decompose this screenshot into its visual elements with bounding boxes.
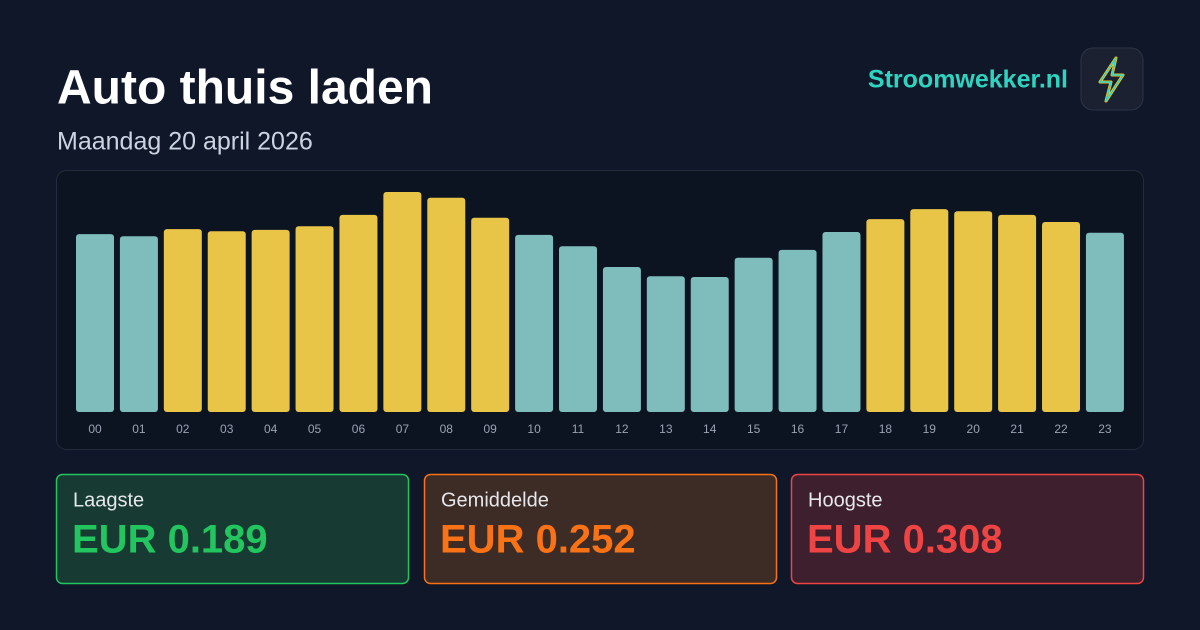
x-tick-label: 01 <box>132 422 146 436</box>
bar <box>251 229 290 412</box>
bar <box>515 234 554 412</box>
bar <box>998 214 1037 412</box>
brand-icon-box <box>1080 47 1144 111</box>
bar <box>690 277 729 412</box>
bar <box>866 219 905 412</box>
stat-card <box>790 473 1145 585</box>
x-tick-label: 05 <box>308 422 322 436</box>
x-tick-label: 21 <box>1010 422 1024 436</box>
subtitle: Maandag 20 april 2026 <box>57 128 313 156</box>
x-tick-label: 10 <box>527 422 541 436</box>
cards: Laagste EUR 0.189 Gemiddelde EUR 0.252 Hoogs… <box>55 473 1145 585</box>
bar <box>383 192 422 412</box>
stat-value: EUR 0.252 <box>440 518 636 562</box>
x-tick-label: 23 <box>1098 422 1112 436</box>
bars: 00 01 02 03 04 05 06 07 08 09 10 11 12 13 14 15 16 17 18 19… <box>76 192 1124 436</box>
stat-value: EUR 0.308 <box>807 518 1003 562</box>
x-tick-label: 06 <box>352 422 366 436</box>
brand[interactable]: Stroomwekker.nl <box>868 66 1068 94</box>
bar <box>295 226 334 412</box>
bar <box>734 257 773 412</box>
x-tick-label: 19 <box>923 422 937 436</box>
bolt-icon <box>1099 57 1124 102</box>
bar <box>207 231 246 412</box>
bar <box>1042 222 1081 412</box>
bar <box>646 276 685 412</box>
x-tick-label: 11 <box>572 422 585 436</box>
x-tick-label: 13 <box>659 422 673 436</box>
bar <box>559 246 598 412</box>
x-tick-label: 09 <box>484 422 498 436</box>
bar <box>822 232 861 412</box>
stat-label: Gemiddelde <box>441 489 549 511</box>
bar <box>76 234 114 412</box>
x-tick-label: 07 <box>396 422 410 436</box>
bar <box>339 214 378 412</box>
stat-value: EUR 0.189 <box>72 518 268 562</box>
x-tick-label: 15 <box>747 422 761 436</box>
x-tick-label: 16 <box>791 422 805 436</box>
x-tick-label: 08 <box>440 422 454 436</box>
stat-label: Laagste <box>73 489 144 511</box>
x-tick-label: 18 <box>879 422 893 436</box>
x-tick-label: 12 <box>615 422 629 436</box>
bar <box>954 211 993 412</box>
x-tick-label: 03 <box>220 422 234 436</box>
stat-card <box>423 473 778 585</box>
bar <box>910 209 949 412</box>
x-tick-label: 17 <box>835 422 849 436</box>
x-tick-label: 00 <box>88 422 102 436</box>
x-tick-label: 20 <box>967 422 981 436</box>
x-tick-label: 14 <box>703 422 717 436</box>
stat-card <box>55 473 410 585</box>
bar <box>427 197 466 412</box>
stat-label: Hoogste <box>808 489 883 511</box>
bar <box>778 249 817 412</box>
x-tick-label: 22 <box>1054 422 1068 436</box>
bar <box>602 267 641 412</box>
bar <box>1085 232 1124 412</box>
bar <box>119 236 158 412</box>
x-tick-label: 04 <box>264 422 278 436</box>
title: Auto thuis laden <box>57 62 433 115</box>
x-tick-label: 02 <box>176 422 190 436</box>
bar <box>471 217 510 412</box>
bar <box>163 229 202 412</box>
